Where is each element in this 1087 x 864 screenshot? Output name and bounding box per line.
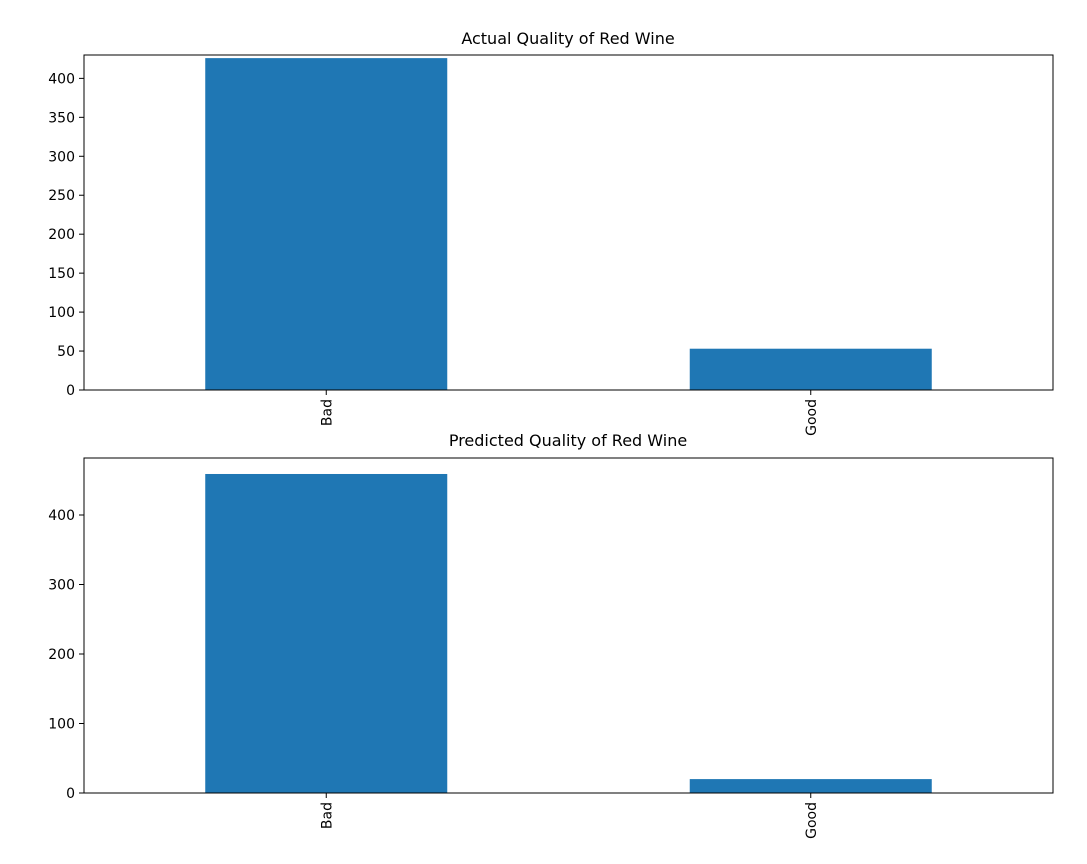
x-tick-label-bad: Bad bbox=[319, 802, 335, 829]
bars-group bbox=[205, 58, 932, 391]
bars-group bbox=[205, 473, 932, 793]
x-axis: Bad Good bbox=[319, 390, 820, 436]
chart-title: Predicted Quality of Red Wine bbox=[449, 431, 687, 450]
y-tick-label: 50 bbox=[57, 344, 75, 360]
chart-actual-quality: Actual Quality of Red Wine 0 50 100 150 200 2… bbox=[48, 29, 1054, 436]
bar-bad bbox=[205, 58, 448, 391]
y-tick-label: 150 bbox=[48, 266, 75, 282]
y-tick-label: 200 bbox=[48, 227, 75, 243]
bar-bad bbox=[205, 473, 448, 793]
y-tick-label: 0 bbox=[66, 786, 75, 802]
bar-good bbox=[689, 779, 932, 793]
y-tick-label: 350 bbox=[48, 110, 75, 126]
y-tick-label: 0 bbox=[66, 383, 75, 399]
y-tick-label: 100 bbox=[48, 716, 75, 732]
x-tick-label-good: Good bbox=[804, 399, 820, 436]
chart-title: Actual Quality of Red Wine bbox=[461, 29, 674, 48]
y-axis: 0 100 200 300 400 bbox=[48, 508, 84, 802]
plot-frame bbox=[83, 457, 1054, 794]
x-tick-label-good: Good bbox=[804, 802, 820, 839]
y-tick-label: 300 bbox=[48, 577, 75, 593]
y-tick-label: 400 bbox=[48, 508, 75, 524]
x-axis: Bad Good bbox=[319, 793, 820, 839]
y-axis: 0 50 100 150 200 250 300 350 400 bbox=[48, 71, 84, 399]
y-tick-label: 300 bbox=[48, 149, 75, 165]
plot-frame bbox=[83, 54, 1054, 391]
x-tick-label-bad: Bad bbox=[319, 399, 335, 426]
y-tick-label: 250 bbox=[48, 188, 75, 204]
y-tick-label: 200 bbox=[48, 647, 75, 663]
bar-good bbox=[689, 348, 932, 390]
y-tick-label: 100 bbox=[48, 305, 75, 321]
chart-predicted-quality: Predicted Quality of Red Wine 0 100 200 300… bbox=[48, 431, 1054, 839]
y-tick-label: 400 bbox=[48, 71, 75, 87]
